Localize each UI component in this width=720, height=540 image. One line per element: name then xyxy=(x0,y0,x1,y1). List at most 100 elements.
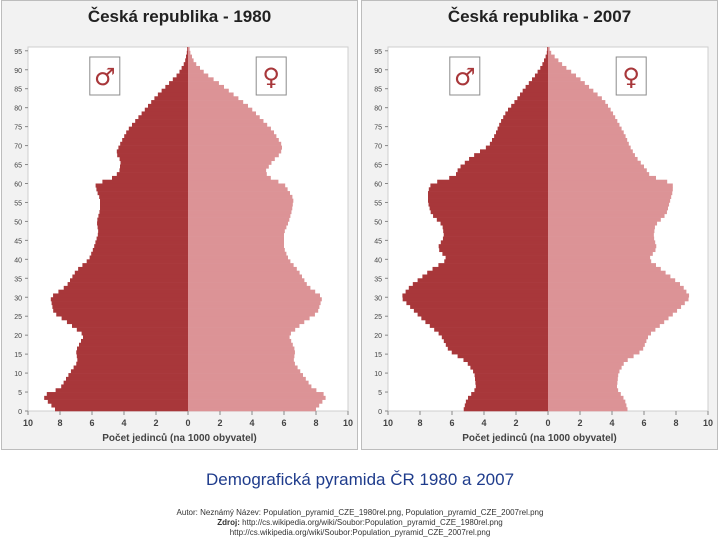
female-bar-age-74 xyxy=(188,126,271,131)
female-bar-age-64 xyxy=(188,164,269,169)
male-bar-age-4 xyxy=(471,392,548,397)
female-bar-age-11 xyxy=(188,365,298,370)
male-bar-age-72 xyxy=(124,134,188,139)
male-bar-age-48 xyxy=(442,225,548,230)
y-tick-label: 30 xyxy=(374,295,382,302)
x-tick-label: 2 xyxy=(513,418,518,428)
female-bar-age-95 xyxy=(188,47,190,52)
female-bar-age-51 xyxy=(188,213,291,218)
female-bar-age-68 xyxy=(548,149,633,154)
male-bar-age-89 xyxy=(537,69,548,74)
pyramid-panel-1980: Česká republika - 1980 10 8 6 4 2 0 2 4 6 8 10 0 5 10… xyxy=(1,0,358,450)
female-bar-age-89 xyxy=(548,69,572,74)
male-bar-age-69 xyxy=(485,145,548,150)
male-bar-age-62 xyxy=(456,172,548,177)
y-tick-label: 0 xyxy=(378,409,382,416)
female-bar-age-15 xyxy=(188,350,295,355)
x-tick-label: 2 xyxy=(217,418,222,428)
male-bar-age-22 xyxy=(429,323,548,328)
female-bar-age-11 xyxy=(548,365,622,370)
female-bar-age-64 xyxy=(548,164,644,169)
male-bar-age-84 xyxy=(522,88,548,93)
female-bar-age-26 xyxy=(188,308,319,313)
male-bar-age-75 xyxy=(499,122,548,127)
female-bar-age-43 xyxy=(188,244,284,249)
male-bar-age-61 xyxy=(112,175,188,181)
source-url-2[interactable]: http://cs.wikipedia.org/wiki/Soubor:Popu… xyxy=(229,528,491,537)
male-bar-age-39 xyxy=(86,259,188,264)
female-bar-age-17 xyxy=(548,342,645,347)
male-bar-age-83 xyxy=(157,92,188,97)
female-bar-age-6 xyxy=(548,384,617,389)
male-bar-age-17 xyxy=(79,342,188,347)
male-bar-age-27 xyxy=(52,304,189,309)
y-tick-label: 65 xyxy=(14,163,22,170)
female-bar-age-79 xyxy=(188,107,253,112)
female-bar-age-30 xyxy=(188,293,320,298)
female-bar-age-55 xyxy=(548,198,671,203)
female-bar-age-69 xyxy=(188,145,282,150)
male-bar-age-12 xyxy=(76,361,188,366)
female-bar-age-34 xyxy=(188,278,305,283)
female-bar-age-35 xyxy=(548,274,671,279)
female-bar-age-30 xyxy=(548,293,690,298)
male-bar-age-64 xyxy=(120,164,188,169)
male-bar-age-33 xyxy=(412,282,548,287)
female-bar-age-77 xyxy=(188,115,260,120)
y-tick-label: 25 xyxy=(374,314,382,321)
female-bar-age-16 xyxy=(548,346,644,351)
male-bar-age-45 xyxy=(442,236,548,241)
male-bar-age-77 xyxy=(138,115,188,120)
female-bar-age-53 xyxy=(188,206,293,211)
pyramid-panel-2007: Česká republika - 2007 10 8 6 4 2 0 2 4 6 8 10 0 5 10… xyxy=(361,0,718,450)
female-bar-age-91 xyxy=(188,62,197,67)
female-bar-age-90 xyxy=(548,65,567,71)
x-tick-label: 4 xyxy=(121,418,126,428)
male-bar-age-78 xyxy=(505,111,548,116)
male-bar-age-33 xyxy=(67,282,188,287)
male-bar-age-13 xyxy=(77,357,188,363)
male-bar-age-83 xyxy=(520,92,548,97)
x-tick-label: 10 xyxy=(343,418,353,428)
x-tick-label: 8 xyxy=(57,418,62,428)
x-tick-label: 6 xyxy=(281,418,286,428)
male-bar-age-36 xyxy=(427,270,548,275)
female-bar-age-21 xyxy=(188,327,296,332)
male-bar-age-66 xyxy=(119,156,188,162)
female-bar-age-47 xyxy=(188,229,285,234)
y-tick-label: 10 xyxy=(14,371,22,378)
male-bar-age-0 xyxy=(55,407,188,412)
male-bar-age-84 xyxy=(161,88,188,93)
female-bar-age-23 xyxy=(548,320,665,325)
female-bar-age-17 xyxy=(188,342,293,347)
male-bar-age-75 xyxy=(132,122,188,127)
male-bar-age-45 xyxy=(96,236,188,241)
male-bar-age-21 xyxy=(76,327,188,332)
male-bar-age-37 xyxy=(78,266,188,272)
female-bar-age-71 xyxy=(548,138,628,143)
male-bar-age-71 xyxy=(122,138,188,143)
male-bar-age-14 xyxy=(76,354,188,359)
source-url-1[interactable]: http://cs.wikipedia.org/wiki/Soubor:Popu… xyxy=(242,518,503,527)
male-bar-age-26 xyxy=(413,308,548,313)
male-bar-age-60 xyxy=(102,179,188,184)
female-bar-age-92 xyxy=(188,58,194,63)
male-bar-age-11 xyxy=(470,365,548,370)
female-bar-age-32 xyxy=(548,285,684,290)
male-bar-age-95 xyxy=(547,47,548,52)
female-bar-age-77 xyxy=(548,115,616,120)
female-bar-age-26 xyxy=(548,308,678,313)
x-tick-label: 2 xyxy=(153,418,158,428)
male-bar-age-51 xyxy=(433,213,548,218)
x-tick-label: 6 xyxy=(641,418,646,428)
y-tick-label: 95 xyxy=(14,49,22,56)
chart-title: Česká republika - 2007 xyxy=(447,7,632,26)
legend-female-box xyxy=(615,56,647,96)
y-tick-label: 35 xyxy=(374,276,382,283)
female-bar-age-27 xyxy=(548,304,682,309)
legend-male-box xyxy=(89,56,121,96)
male-bar-age-18 xyxy=(443,338,548,344)
female-bar-age-65 xyxy=(188,160,272,165)
male-bar-age-61 xyxy=(449,175,548,181)
male-bar-age-92 xyxy=(544,58,548,63)
